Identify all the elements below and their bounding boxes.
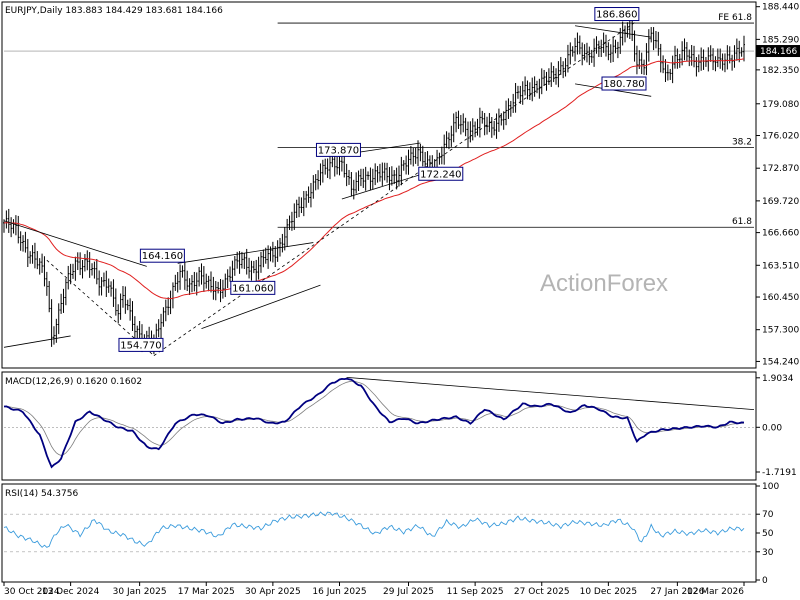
trend-line: [177, 242, 314, 264]
x-tick-label: 11 Sep 2025: [447, 587, 504, 597]
macd-y-tick-label: -1.7191: [762, 468, 797, 478]
static-layer: FE 61.8 38.2 61.8: [4, 13, 755, 553]
rsi-header: RSI(14) 54.3756: [5, 489, 78, 499]
rsi-y-tick-label: 0: [762, 576, 768, 586]
price-level-label: 38.2: [732, 138, 752, 148]
macd-series: [3, 377, 745, 469]
macd-panel: [1, 371, 757, 481]
macd-header: MACD(12,26,9) 0.1620 0.1602: [5, 377, 142, 387]
y-tick-label: 163.510: [762, 261, 799, 271]
trend-line: [341, 170, 433, 200]
x-tick-label: 17 Mar 2025: [178, 587, 235, 597]
level-box-label: 164.160: [142, 251, 183, 262]
ema-line: [3, 58, 745, 300]
x-tick-label: 16 Jun 2025: [312, 587, 366, 597]
watermark: ActionForex: [540, 270, 668, 297]
level-box-label: 154.770: [120, 340, 161, 351]
trend-line: [153, 22, 635, 356]
y-tick-label: 166.660: [762, 229, 799, 239]
trend-line: [575, 25, 652, 38]
macd-signal-line: [4, 380, 745, 456]
y-tick-label: 172.870: [762, 164, 799, 174]
level-box-label: 186.860: [596, 10, 637, 21]
price-level-label: FE 61.8: [718, 13, 752, 23]
x-tick-label: 30 Jan 2025: [113, 587, 167, 597]
level-box: [315, 142, 361, 157]
y-tick-label: 154.240: [762, 357, 799, 367]
y-tick-label: 179.080: [762, 100, 799, 110]
trend-line: [3, 335, 71, 348]
rsi-series: [3, 511, 745, 548]
level-box: [601, 76, 647, 91]
rsi-y-tick-label: 100: [762, 482, 779, 492]
level-box-label: 172.240: [420, 169, 461, 180]
x-tick-label: 12 Mar 2026: [687, 587, 744, 597]
macd-y-tick-label: 0.00: [762, 423, 782, 433]
level-box: [139, 248, 185, 263]
price-panel: [1, 1, 757, 369]
y-tick-label: 176.020: [762, 132, 799, 142]
x-tick-label: 27 Jan 2026: [650, 587, 704, 597]
current-price-tag: [756, 45, 800, 58]
level-box: [118, 337, 164, 352]
y-tick-label: 188.440: [762, 3, 799, 13]
rsi-line: [3, 511, 745, 548]
trend-line: [201, 284, 321, 330]
level-box: [418, 166, 464, 181]
rsi-y-tick-label: 50: [762, 529, 774, 539]
x-tick-label: 29 Jul 2025: [383, 587, 434, 597]
y-tick-label: 182.350: [762, 66, 799, 76]
trend-line: [3, 220, 147, 267]
macd-trend-line: [346, 376, 755, 411]
x-tick-label: 13 Dec 2024: [42, 587, 100, 597]
x-tick-label: 27 Oct 2025: [514, 587, 570, 597]
level-box-label: 161.060: [232, 283, 273, 294]
price-level-label: 61.8: [732, 217, 752, 227]
macd-line: [3, 377, 745, 469]
y-tick-label: 160.450: [762, 293, 799, 303]
level-box: [230, 280, 276, 295]
x-tick-label: 30 Oct 2024: [4, 587, 60, 597]
level-box-label: 180.780: [603, 79, 644, 90]
y-tick-label: 185.290: [762, 35, 799, 45]
price-header: EURJPY,Daily 183.883 184.429 183.681 184…: [5, 6, 223, 16]
current-price-label: 184.166: [760, 47, 797, 57]
macd-y-tick-label: 1.9034: [762, 374, 794, 384]
price-candles: [3, 9, 745, 355]
level-box: [594, 7, 640, 22]
rsi-y-tick-label: 30: [762, 548, 774, 558]
axis-labels: 188.440 185.290 182.350 179.080 176.020 172.8…: [3, 3, 800, 597]
rsi-y-tick-label: 70: [762, 510, 774, 520]
annotation-layer: 186.860 180.780 173.870 172.240 164.160 161.0…: [3, 7, 652, 356]
y-tick-label: 157.300: [762, 326, 799, 336]
moving-average: [3, 58, 745, 300]
x-tick-label: 30 Apr 2025: [245, 587, 301, 597]
x-tick-label: 10 Dec 2025: [580, 587, 638, 597]
level-box-label: 173.870: [318, 145, 359, 156]
y-tick-label: 169.720: [762, 197, 799, 207]
